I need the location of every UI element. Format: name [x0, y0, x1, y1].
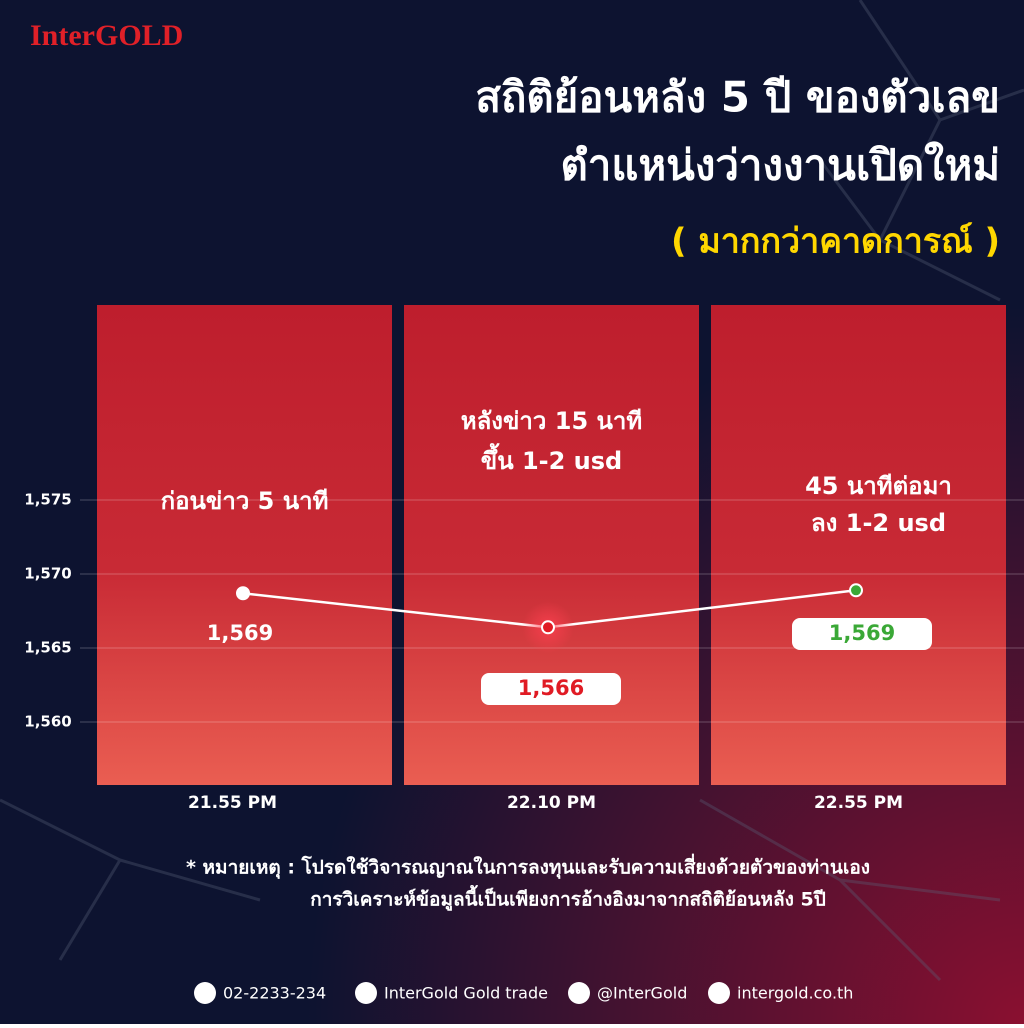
panel: [711, 305, 1006, 785]
contact-icon: [708, 982, 730, 1004]
value-label-box: [792, 618, 932, 650]
value-label: 1,569: [829, 621, 895, 645]
chart: 1,560 1,565 1,570 1,575 21.55 PM ก่อนข่าว 5 น…: [24, 305, 1024, 813]
contact-icon: [194, 982, 216, 1004]
contact-icon: [355, 982, 377, 1004]
annotation: ขึ้น 1-2 usd: [481, 442, 622, 475]
network-decor: [0, 0, 1024, 982]
point: [236, 586, 250, 601]
contact-icon: [568, 982, 590, 1004]
x-tick-label: 22.55 PM: [814, 793, 903, 813]
point: [849, 583, 863, 598]
panel: [97, 305, 392, 785]
note-line: การวิเคราะห์ข้อมูลนี้เป็นเพียงการอ้างอิง…: [310, 885, 826, 912]
x-tick-label: 21.55 PM: [188, 793, 277, 813]
value-label-box: [481, 673, 621, 705]
value-label: 1,566: [518, 676, 584, 700]
annotation: หลังข่าว 15 นาที: [461, 407, 642, 435]
annotation: ก่อนข่าว 5 นาที: [161, 487, 329, 515]
contact-text: 02-2233-234: [223, 984, 326, 1003]
x-tick-label: 22.10 PM: [507, 793, 596, 813]
point: [541, 620, 555, 635]
title-line: สถิติย้อนหลัง 5 ปี ของตัวเลข: [475, 73, 1000, 122]
brand-logo: InterGOLD: [30, 19, 183, 52]
y-tick-label: 1,560: [24, 713, 71, 731]
footer: 02-2233-234 InterGold Gold trade @InterGol…: [194, 982, 853, 1004]
contact-text: InterGold Gold trade: [384, 984, 548, 1003]
panel: [404, 305, 699, 785]
note-line: * หมายเหตุ : โปรดใช้วิจารณญาณในการลงทุนแ…: [186, 854, 870, 880]
subtitle: ( มากกว่าคาดการณ์ ): [671, 222, 1000, 262]
contact-text: intergold.co.th: [737, 984, 853, 1003]
title-line: ตำแหน่งว่างงานเปิดใหม่: [561, 141, 1000, 190]
y-tick-label: 1,570: [24, 565, 71, 583]
annotation: ลง 1-2 usd: [811, 509, 946, 537]
contact-text: @InterGold: [597, 984, 687, 1003]
annotation: 45 นาทีต่อมา: [805, 472, 952, 500]
y-tick-label: 1,565: [24, 639, 71, 657]
y-tick-label: 1,575: [24, 491, 71, 509]
value-label: 1,569: [207, 621, 273, 645]
